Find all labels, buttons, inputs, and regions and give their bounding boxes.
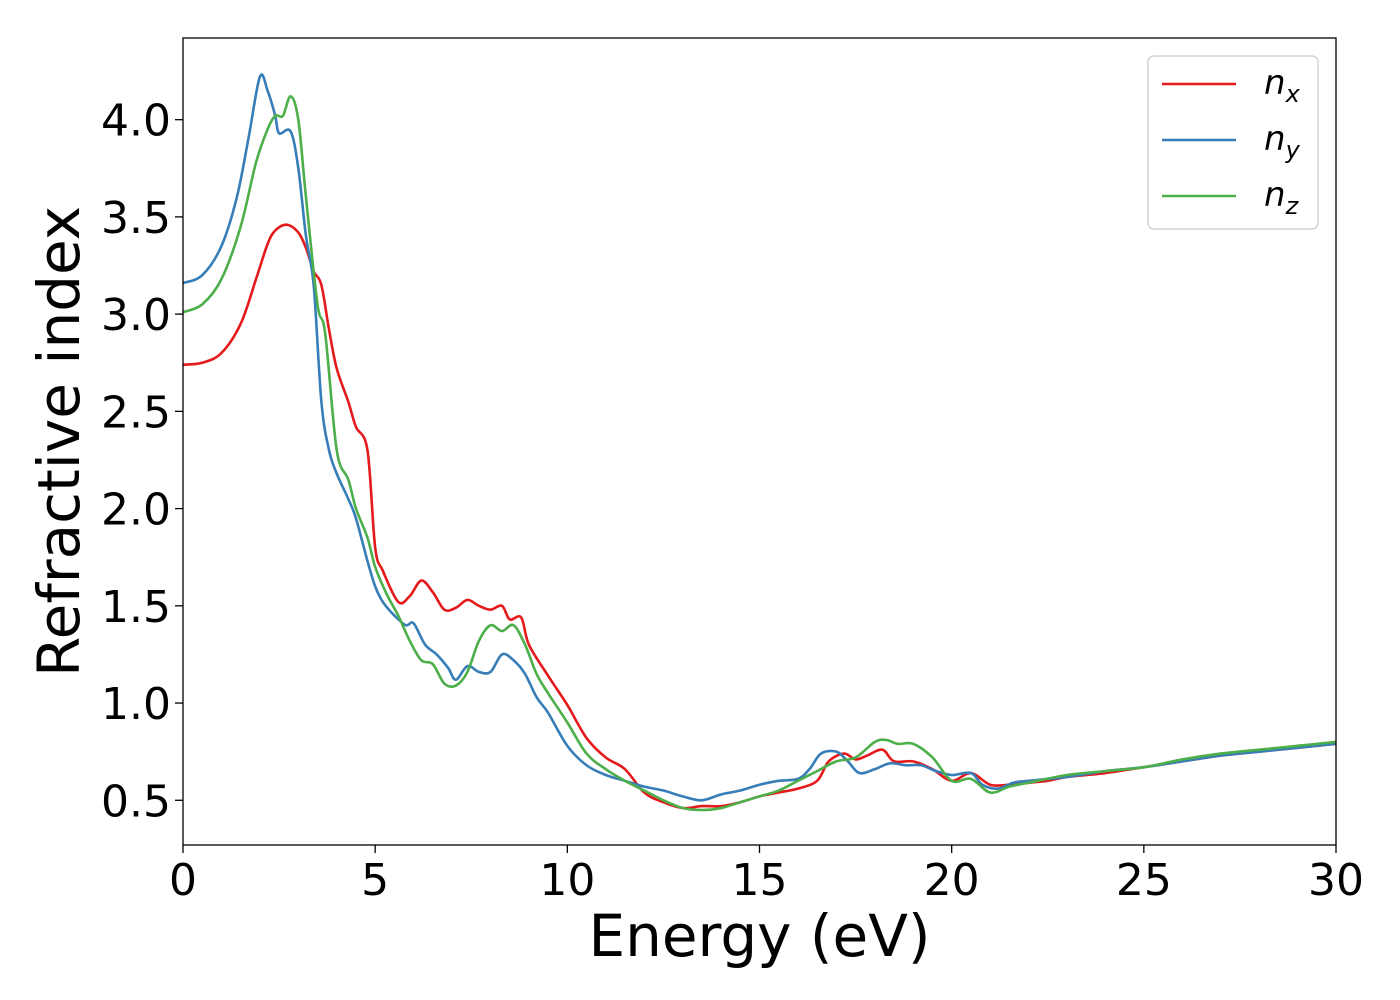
y-tick-label: 3.5: [101, 193, 171, 244]
x-axis-title: Energy (eV): [588, 902, 930, 970]
x-tick-label: 5: [361, 855, 389, 906]
y-tick-label: 2.0: [101, 485, 171, 536]
y-axis-title: Refractive index: [25, 206, 93, 677]
x-tick-label: 30: [1308, 855, 1364, 906]
series-line-n-z: [183, 95, 1336, 812]
y-tick-label: 4.0: [101, 96, 171, 147]
series-line-n-y: [183, 73, 1336, 802]
x-axis: 0 5 10 15 20 25 30: [169, 845, 1364, 906]
x-tick-label: 15: [732, 855, 788, 906]
legend-label-y: ny: [1264, 119, 1301, 164]
series-line-n-x: [183, 223, 1336, 810]
legend-label-x: nx: [1264, 63, 1301, 108]
x-tick-label: 10: [539, 855, 595, 906]
y-tick-label: 1.5: [101, 582, 171, 633]
y-tick-label: 2.5: [101, 387, 171, 438]
legend-label-z: nz: [1264, 175, 1300, 220]
y-tick-label: 3.0: [101, 290, 171, 341]
series-layer: [183, 73, 1336, 812]
y-axis: 0.5 1.0 1.5 2.0 2.5 3.0 3.5 4.0: [101, 96, 183, 827]
x-tick-label: 25: [1116, 855, 1172, 906]
legend: nx ny nz: [1147, 55, 1319, 230]
x-tick-label: 0: [169, 855, 197, 906]
x-tick-label: 20: [924, 855, 980, 906]
y-tick-label: 1.0: [101, 679, 171, 730]
legend-box: [1147, 55, 1319, 230]
y-tick-label: 0.5: [101, 776, 171, 827]
